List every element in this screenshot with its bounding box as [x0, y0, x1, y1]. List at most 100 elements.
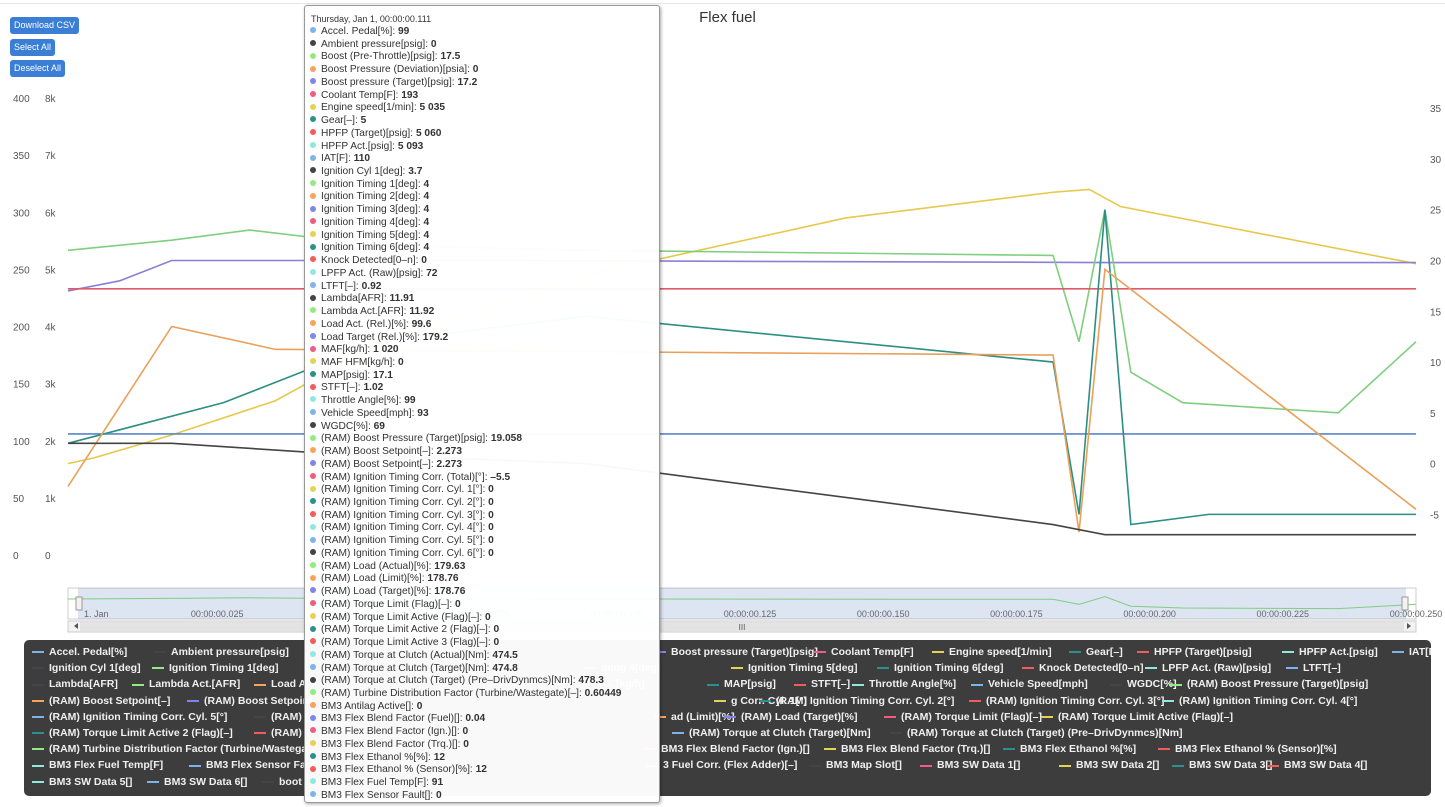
- legend-item[interactable]: (RAM) Torque Limit Active 2 (Flag)[–]: [32, 727, 233, 739]
- legend-item[interactable]: (RAM) Torque Limit Active (Flag)[–]: [1041, 711, 1233, 723]
- tooltip-series-dot: [310, 116, 316, 123]
- legend-item[interactable]: (RAM) Ignition Timing Corr. Cyl. 5[°]: [32, 711, 227, 723]
- legend-item[interactable]: Ignition Timing 1[deg]: [152, 662, 278, 674]
- legend-item[interactable]: Load A: [254, 678, 306, 690]
- legend-item[interactable]: Ambient pressure[psig]: [154, 646, 289, 658]
- legend-item[interactable]: BM3 SW Data 1[]: [920, 759, 1020, 771]
- legend-item[interactable]: boot: [262, 776, 302, 788]
- tooltip-series-label: (RAM) Load (Limit)[%]:: [321, 573, 428, 585]
- legend-item[interactable]: Knock Detected[0–n]: [1022, 662, 1143, 674]
- legend-item[interactable]: HPFP (Target)[psig]: [1137, 646, 1252, 658]
- scrollbar-thumb: [80, 622, 1404, 631]
- legend-item[interactable]: BM3 Flex Sensor Fault: [189, 759, 319, 771]
- legend-item[interactable]: (RAM) Ignition Timing Corr. Cyl. 3[°]: [969, 695, 1164, 707]
- legend-item[interactable]: (RAM) Boost Pressure (Target)[psig]: [1170, 678, 1368, 690]
- tooltip-series-dot: [310, 485, 316, 492]
- legend-item[interactable]: BM3 SW Data 5[]: [32, 776, 132, 788]
- legend-item[interactable]: (RAM) Load (Target)[%]: [724, 711, 857, 723]
- legend-label: Lambda[AFR]: [49, 678, 118, 691]
- tooltip-series-label: BM3 Flex Ethanol % (Sensor)[%]:: [321, 764, 476, 776]
- tooltip-row: (RAM) Torque Limit Active 2 (Flag)[–]: 0: [310, 624, 499, 637]
- deselect-all-button[interactable]: Deselect All: [10, 60, 66, 77]
- legend-item[interactable]: Ignition Cyl 1[deg]: [32, 662, 141, 674]
- tooltip-row: (RAM) Torque Limit Active 3 (Flag)[–]: 0: [310, 637, 499, 650]
- legend-item[interactable]: (RAM) Torque at Clutch (Target) (Pre–Dri…: [890, 727, 1183, 739]
- legend-item[interactable]: Accel. Pedal[%]: [32, 646, 127, 658]
- legend-item[interactable]: Lambda Act.[AFR]: [132, 678, 240, 690]
- legend-item[interactable]: WGDC[%]: [1110, 678, 1177, 690]
- legend-label: boot: [279, 775, 302, 788]
- tooltip-series-label: (RAM) Torque at Clutch (Actual)[Nm]:: [321, 649, 493, 661]
- legend-item[interactable]: BM3 Flex Blend Factor (Ign.)[]: [644, 743, 810, 755]
- tooltip-series-dot: [310, 192, 316, 199]
- legend-label: HPFP (Target)[psig]: [1154, 646, 1252, 658]
- legend-item[interactable]: BM3 Map Slot[]: [809, 759, 902, 771]
- legend-item[interactable]: Ignition Timing 6[deg]: [877, 662, 1003, 674]
- legend-item[interactable]: (RAM) Torque Limit (Flag)[–]: [884, 711, 1042, 723]
- legend-item[interactable]: BM3 Flex Blend Factor (Trq.)[]: [824, 743, 990, 755]
- legend-item[interactable]: LTFT[–]: [1286, 662, 1341, 674]
- tooltip-series-dot: [310, 78, 316, 85]
- legend-item[interactable]: Ignition Timing 5[deg]: [731, 662, 857, 674]
- legend-item[interactable]: BM3 Flex Fuel Temp[F]: [32, 759, 163, 771]
- line-chart[interactable]: 05010015020025030035040001k2k3k4k5k6k7k8…: [0, 0, 1445, 640]
- legend-item[interactable]: Gear[–]: [1069, 646, 1123, 658]
- legend-item[interactable]: HPFP Act.[psig]: [1282, 646, 1378, 658]
- tooltip-row: Boost Pressure (Deviation)[psia]: 0: [310, 64, 478, 77]
- tooltip-series-value: 17.1: [373, 369, 393, 381]
- tooltip-series-dot: [310, 574, 316, 581]
- legend-item[interactable]: IAT[F]: [1392, 646, 1431, 658]
- legend-item[interactable]: BM3 Flex Ethanol % (Sensor)[%]: [1158, 743, 1337, 755]
- tooltip-series-value: 0: [493, 624, 500, 636]
- tooltip-row: Ignition Timing 2[deg]: 4: [310, 191, 429, 204]
- legend-item[interactable]: Boost pressure (Target)[psig]: [654, 646, 818, 658]
- tooltip-row: WGDC[%]: 69: [310, 421, 385, 434]
- select-all-button[interactable]: Select All: [10, 39, 56, 56]
- legend-label: Boost pressure (Target)[psig]: [671, 646, 818, 658]
- legend-item[interactable]: BM3 SW Data 2[]: [1059, 759, 1159, 771]
- download-csv-button[interactable]: Download CSV: [10, 17, 80, 34]
- legend-item[interactable]: BM3 Flex Ethanol %[%]: [1003, 743, 1136, 755]
- tooltip-series-label: (RAM) Torque Limit Active 2 (Flag)[–]:: [321, 624, 494, 636]
- legend-label: STFT[–]: [811, 678, 851, 691]
- legend-item[interactable]: (RAM) Torque at Clutch (Target)[Nm]: [672, 727, 871, 739]
- legend-item[interactable]: (RAM) Boost Setpoint: [187, 695, 312, 707]
- legend-item[interactable]: STFT[–]: [794, 678, 850, 690]
- legend-item[interactable]: BM3 SW Data 6[]: [147, 776, 247, 788]
- tooltip-series-dot: [310, 740, 316, 747]
- legend-item[interactable]: BM3 SW Data 4[]: [1267, 759, 1367, 771]
- legend-symbol: [1145, 667, 1157, 670]
- legend-item[interactable]: 3 Fuel Corr. (Flex Adder)[–]: [646, 759, 797, 771]
- tooltip-series-label: Load Act. (Rel.)[%]:: [321, 318, 412, 330]
- legend-item[interactable]: (RAM) Boost Setpoint[–]: [32, 695, 170, 707]
- tooltip-series-label: Lambda[AFR]:: [321, 293, 390, 305]
- legend-symbol: [32, 748, 44, 751]
- legend-symbol: [884, 716, 896, 719]
- tooltip-series-label: BM3 Flex Blend Factor (Ign.)[]:: [321, 726, 463, 738]
- tooltip-series-value: 11.92: [409, 306, 435, 318]
- legend-item[interactable]: Throttle Angle[%]: [852, 678, 956, 690]
- legend-item[interactable]: (RAM) Ignition Timing Corr. Cyl. 2[°]: [759, 695, 954, 707]
- legend-label: Gear[–]: [1086, 646, 1123, 658]
- legend-label: LPFP Act. (Raw)[psig]: [1162, 662, 1272, 675]
- tooltip-series-label: WGDC[%]:: [321, 420, 374, 432]
- legend-item[interactable]: Vehicle Speed[mph]: [971, 678, 1088, 690]
- legend-item[interactable]: MAP[psig]: [707, 678, 776, 690]
- legend-item[interactable]: ad (Limit)[%]: [654, 711, 735, 723]
- legend-item[interactable]: (RAM) Turbine Distribution Factor (Turbi…: [32, 743, 307, 755]
- legend-label: (RAM) Boost Setpoint: [204, 694, 313, 707]
- legend-item[interactable]: (RAM) Ignition Timing Corr. Cyl. 4[°]: [1162, 695, 1357, 707]
- tooltip-row: (RAM) Load (Actual)[%]: 179.63: [310, 561, 465, 574]
- legend-symbol: [262, 780, 274, 783]
- legend-item[interactable]: Engine speed[1/min]: [932, 646, 1052, 658]
- legend-item[interactable]: LPFP Act. (Raw)[psig]: [1145, 662, 1271, 674]
- legend-item[interactable]: (RAM) T: [254, 727, 311, 739]
- legend-label: (RAM) Boost Setpoint[–]: [49, 694, 171, 707]
- y-left2-tick-label: 3k: [45, 380, 57, 391]
- tooltip-series-value: 110: [353, 153, 371, 165]
- legend-item[interactable]: Coolant Temp[F]: [814, 646, 914, 658]
- legend-item[interactable]: BM3 SW Data 3[]: [1172, 759, 1272, 771]
- legend-symbol: [1267, 764, 1279, 767]
- legend-item[interactable]: Lambda[AFR]: [32, 678, 118, 690]
- legend-item[interactable]: (RAM) Ig: [254, 711, 314, 723]
